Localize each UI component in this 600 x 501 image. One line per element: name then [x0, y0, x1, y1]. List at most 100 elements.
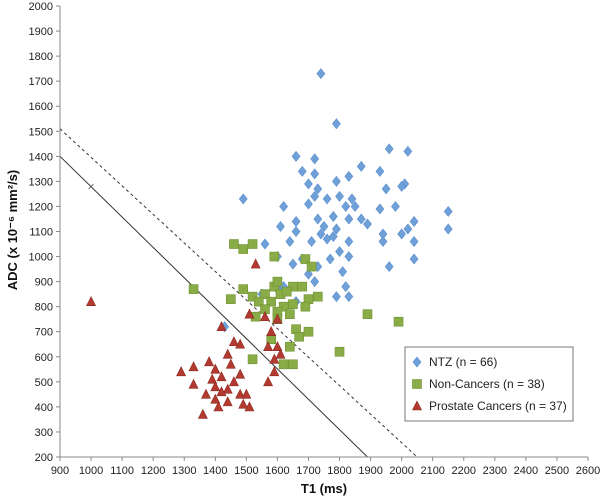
diamond-point [307, 236, 316, 248]
y-tick-label: 1300 [29, 176, 53, 188]
triangle-point [244, 401, 255, 412]
x-tick-label: 2300 [483, 465, 507, 477]
diamond-point [322, 193, 332, 205]
diamond-point [350, 200, 360, 212]
diamond-point [332, 175, 341, 187]
y-tick-label: 300 [35, 427, 53, 439]
series-triangle [86, 258, 286, 419]
legend-diamond-icon [412, 356, 422, 368]
diamond-point [325, 253, 335, 265]
triangle-point [204, 356, 215, 367]
triangle-point [222, 348, 233, 359]
legend-triangle-icon [412, 400, 422, 411]
triangle-point [272, 341, 283, 352]
square-point [226, 294, 236, 304]
triangle-point [269, 353, 280, 364]
square-point [253, 296, 264, 307]
triangle-point [275, 348, 286, 359]
square-point [278, 359, 289, 370]
legend-square-icon [412, 379, 422, 389]
square-point [188, 284, 199, 294]
triangle-point [269, 366, 280, 377]
diamond-point [332, 118, 341, 130]
legend: NTZ (n = 66) Non-Cancers (n = 38) Prostate… [404, 346, 574, 422]
y-tick-label: 700 [35, 327, 53, 339]
x-tick-label: 1100 [110, 465, 134, 477]
x-tick-label: 1500 [234, 465, 258, 477]
diamond-point [316, 68, 326, 80]
square-point [247, 354, 258, 365]
square-point [272, 276, 283, 287]
diamond-point [310, 153, 320, 165]
triangle-point [176, 366, 187, 377]
y-tick-label: 900 [35, 277, 53, 289]
y-tick-label: 1800 [29, 51, 53, 63]
triangle-point [263, 376, 274, 387]
diamond-point [409, 253, 419, 265]
triangle-point [207, 373, 218, 384]
x-axis-title: T1 (ms) [301, 481, 347, 496]
triangle-point [210, 393, 221, 404]
diamond-point [316, 228, 326, 240]
diamond-point [328, 210, 338, 222]
triangle-point [228, 336, 239, 347]
x-tick-label: 1000 [79, 465, 103, 477]
diamond-point [341, 281, 351, 293]
triangle-point [244, 308, 255, 319]
triangle-point [228, 376, 239, 387]
diamond-point [238, 193, 248, 205]
y-tick-label: 800 [35, 302, 53, 314]
diamond-point [304, 198, 313, 210]
diamond-point [363, 218, 372, 230]
square-point [247, 291, 258, 302]
x-tick-label: 2000 [389, 465, 413, 477]
triangle-point [260, 311, 270, 321]
diamond-point [297, 165, 307, 177]
triangle-point [210, 363, 221, 374]
y-tick-label: 1500 [29, 126, 53, 138]
triangle-point [216, 371, 227, 382]
diamond-point [347, 193, 357, 205]
diamond-point [291, 226, 301, 237]
square-point [285, 309, 295, 319]
diamond-point [279, 200, 289, 212]
y-tick-label: 1200 [29, 201, 53, 213]
legend-label: Prostate Cancers (n = 37) [429, 399, 567, 413]
diamond-point [310, 190, 320, 202]
diamond-point [344, 170, 354, 182]
triangle-point [225, 358, 236, 369]
y-tick-label: 400 [35, 402, 53, 414]
y-tick-label: 1600 [29, 101, 53, 113]
diamond-point [375, 203, 385, 215]
square-point [300, 301, 311, 312]
x-tick-label: 1800 [327, 465, 351, 477]
square-point [247, 239, 258, 249]
square-point [362, 309, 373, 319]
triangle-point [216, 321, 227, 332]
diamond-point [322, 233, 332, 245]
diamond-point [397, 180, 407, 192]
cross-marker: × [88, 179, 95, 193]
y-tick-label: 2000 [29, 1, 53, 13]
triangle-point [216, 386, 227, 397]
x-tick-label: 2600 [576, 465, 600, 477]
diamond-point [443, 223, 453, 235]
x-tick-label: 1600 [265, 465, 289, 477]
y-tick-label: 1400 [29, 151, 53, 163]
y-axis-title: ADC (x 10⁻⁶ mm²/s) [5, 170, 20, 291]
diamond-point [335, 190, 344, 202]
diamond-point [443, 205, 453, 217]
diamond-point [291, 150, 301, 162]
diamond-point [378, 236, 388, 248]
diamond-point [260, 238, 270, 250]
y-axis-ticks: 200 300 400 500 600 700 800 900 1000 1100 1200 1300… [29, 1, 60, 464]
triangle-point [263, 341, 274, 352]
diamond-point [384, 143, 394, 155]
square-point [393, 316, 404, 327]
triangle-point [241, 388, 252, 399]
series-diamond [220, 68, 453, 333]
diamond-point [381, 183, 391, 195]
triangle-point [188, 378, 199, 389]
triangle-point [213, 401, 224, 412]
square-point [260, 289, 270, 299]
